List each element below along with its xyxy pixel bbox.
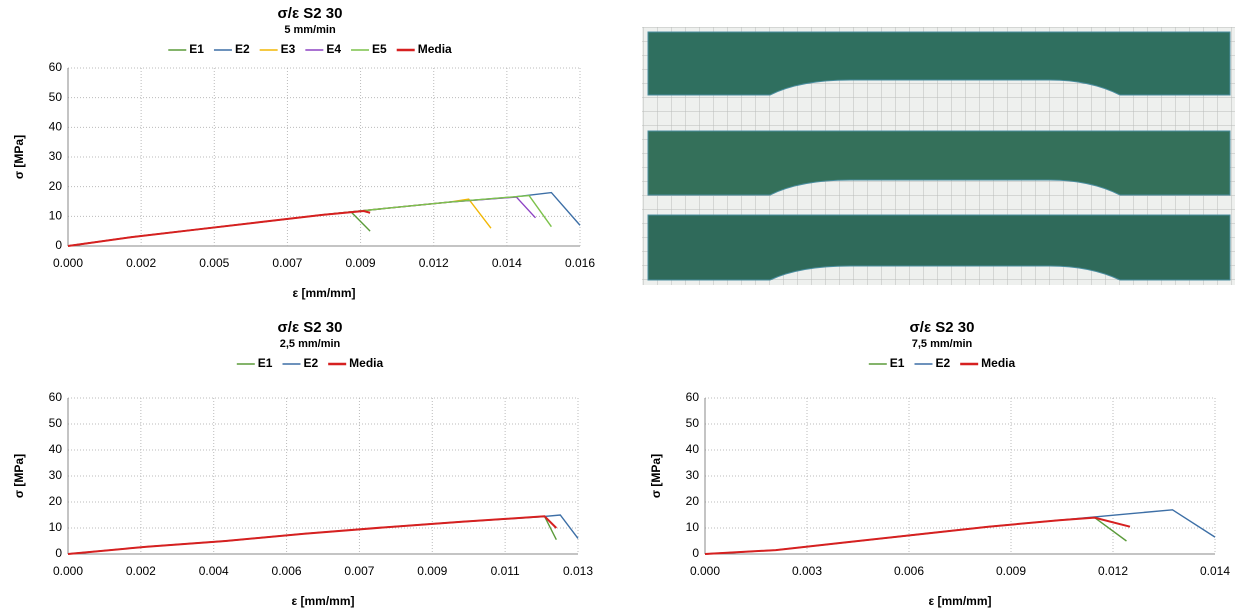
x-tick-label: 0.000 xyxy=(53,256,83,270)
series-line xyxy=(67,191,581,247)
x-tick-label: 0.000 xyxy=(690,564,720,578)
series-line xyxy=(704,516,1131,555)
y-tick-label: 60 xyxy=(686,390,700,404)
y-tick-label: 60 xyxy=(49,60,63,74)
x-tick-label: 0.006 xyxy=(272,564,302,578)
chart-title: σ/ε S2 30 xyxy=(910,319,975,336)
x-tick-label: 0.011 xyxy=(491,564,520,578)
chart-subtitle: 2,5 mm/min xyxy=(280,338,341,350)
y-tick-label: 0 xyxy=(55,238,62,252)
legend-label: E1 xyxy=(258,356,273,370)
legend: E1 E2 Media xyxy=(236,356,384,370)
x-tick-label: 0.014 xyxy=(1200,564,1230,578)
legend-label: E5 xyxy=(372,42,387,56)
legend-label: E2 xyxy=(303,356,318,370)
x-tick-label: 0.007 xyxy=(272,256,302,270)
legend-label: E1 xyxy=(890,356,905,370)
y-tick-label: 50 xyxy=(49,416,63,430)
y-axis-title: σ [MPa] xyxy=(12,454,26,498)
chart-title: σ/ε S2 30 xyxy=(278,5,343,22)
x-tick-label: 0.016 xyxy=(565,256,595,270)
specimen xyxy=(647,31,1231,96)
y-tick-label: 30 xyxy=(686,468,700,482)
legend-label: Media xyxy=(349,356,383,370)
legend-label: Media xyxy=(418,42,452,56)
series-line xyxy=(704,509,1216,555)
x-tick-label: 0.000 xyxy=(53,564,83,578)
y-tick-label: 30 xyxy=(49,149,63,163)
x-tick-label: 0.012 xyxy=(1098,564,1128,578)
chart-subtitle: 7,5 mm/min xyxy=(912,338,973,350)
x-tick-label: 0.005 xyxy=(199,256,229,270)
x-tick-label: 0.014 xyxy=(492,256,522,270)
y-tick-label: 30 xyxy=(49,468,63,482)
specimen-photo xyxy=(642,27,1235,285)
series-line xyxy=(704,516,1127,555)
legend-label: E1 xyxy=(189,42,204,56)
y-tick-label: 10 xyxy=(49,520,63,534)
legend-label: E4 xyxy=(326,42,341,56)
y-tick-label: 10 xyxy=(686,520,700,534)
chart: σ/ε S2 30 5 mm/min 0 10 20 30 40 50 60 0.000 0.002… xyxy=(12,5,595,300)
legend-label: E3 xyxy=(281,42,296,56)
x-axis-title: ε [mm/mm] xyxy=(292,286,355,300)
series-line xyxy=(67,514,579,555)
specimen xyxy=(647,214,1231,281)
chart-title: σ/ε S2 30 xyxy=(278,319,343,336)
legend: E1 E2 E3 E4 E5 Media xyxy=(168,42,452,56)
x-axis-title: ε [mm/mm] xyxy=(291,594,354,608)
x-tick-label: 0.003 xyxy=(792,564,822,578)
series-line xyxy=(67,198,492,247)
series-line xyxy=(67,211,371,247)
x-tick-label: 0.002 xyxy=(126,564,156,578)
legend-label: Media xyxy=(981,356,1015,370)
y-tick-label: 50 xyxy=(49,90,63,104)
x-tick-label: 0.006 xyxy=(894,564,924,578)
chart-subtitle: 5 mm/min xyxy=(284,24,336,36)
chart: σ/ε S2 30 2,5 mm/min 0 10 20 30 40 50 60 0.000 0.0… xyxy=(12,319,593,608)
y-tick-label: 50 xyxy=(686,416,700,430)
series-line xyxy=(67,209,371,247)
y-tick-label: 0 xyxy=(692,546,699,560)
x-tick-label: 0.004 xyxy=(199,564,229,578)
y-tick-label: 60 xyxy=(49,390,63,404)
y-tick-label: 20 xyxy=(49,179,63,193)
x-tick-label: 0.009 xyxy=(996,564,1026,578)
series-line xyxy=(67,515,558,555)
y-tick-label: 20 xyxy=(686,494,700,508)
x-axis-title: ε [mm/mm] xyxy=(928,594,991,608)
x-tick-label: 0.002 xyxy=(126,256,156,270)
x-tick-label: 0.009 xyxy=(346,256,376,270)
legend-label: E2 xyxy=(235,42,250,56)
x-tick-label: 0.007 xyxy=(344,564,374,578)
y-tick-label: 10 xyxy=(49,209,63,223)
specimen xyxy=(647,130,1231,196)
legend-label: E2 xyxy=(935,356,950,370)
x-tick-label: 0.012 xyxy=(419,256,449,270)
y-axis-title: σ [MPa] xyxy=(649,454,663,498)
y-tick-label: 40 xyxy=(49,120,63,134)
y-tick-label: 40 xyxy=(686,442,700,456)
y-tick-label: 0 xyxy=(55,546,62,560)
series-line xyxy=(67,196,536,247)
x-tick-label: 0.013 xyxy=(563,564,593,578)
y-tick-label: 20 xyxy=(49,494,63,508)
y-axis-title: σ [MPa] xyxy=(12,135,26,179)
legend: E1 E2 Media xyxy=(868,356,1016,370)
y-tick-label: 40 xyxy=(49,442,63,456)
x-tick-label: 0.009 xyxy=(417,564,447,578)
chart: σ/ε S2 30 7,5 mm/min 0 10 20 30 40 50 60 0.000 0.0… xyxy=(649,319,1230,608)
series-line xyxy=(67,194,552,247)
